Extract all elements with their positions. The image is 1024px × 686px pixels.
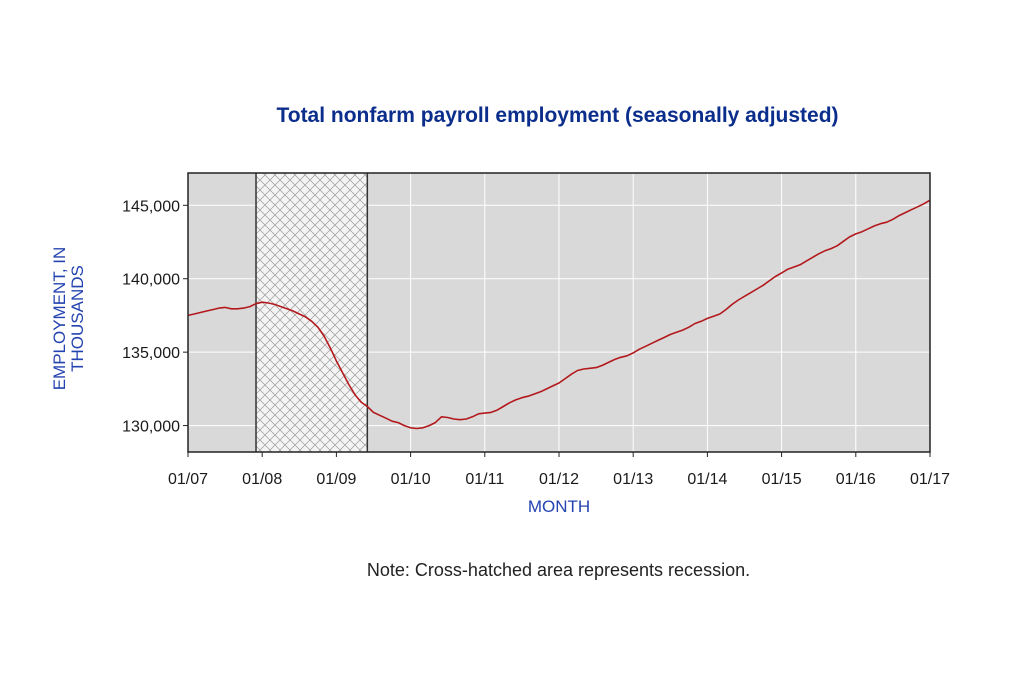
y-tick-label: 140,000 xyxy=(122,272,180,289)
x-axis-ticks: 01/07 01/08 01/09 01/10 01/11 01/12 01/13 01/14… xyxy=(168,452,950,488)
x-tick-label: 01/10 xyxy=(391,471,431,488)
y-tick-label: 145,000 xyxy=(122,198,180,215)
x-tick-label: 01/13 xyxy=(613,471,653,488)
x-tick-label: 01/09 xyxy=(316,471,356,488)
chart-title: Total nonfarm payroll employment (season… xyxy=(276,104,839,127)
y-axis-label: EMPLOYMENT, INTHOUSANDS xyxy=(50,247,87,391)
y-axis-label-line: EMPLOYMENT, IN xyxy=(50,247,69,391)
recession-shading xyxy=(256,173,368,452)
x-tick-label: 01/07 xyxy=(168,471,208,488)
x-tick-label: 01/08 xyxy=(242,471,282,488)
x-tick-label: 01/11 xyxy=(465,471,504,488)
y-tick-label: 130,000 xyxy=(122,419,180,436)
y-axis-label-line: THOUSANDS xyxy=(68,265,87,372)
x-tick-label: 01/15 xyxy=(762,471,802,488)
x-tick-label: 01/12 xyxy=(539,471,579,488)
x-tick-label: 01/17 xyxy=(910,471,950,488)
x-tick-label: 01/14 xyxy=(687,471,727,488)
recession-borders xyxy=(255,173,369,452)
chart-note: Note: Cross-hatched area represents rece… xyxy=(366,560,751,580)
series-line xyxy=(187,199,931,430)
x-tick-label: 01/16 xyxy=(836,471,876,488)
y-axis-ticks: 130,000 135,000 140,000 145,000 xyxy=(122,198,188,436)
y-tick-label: 135,000 xyxy=(122,345,180,362)
x-axis-label: MONTH xyxy=(528,497,590,516)
